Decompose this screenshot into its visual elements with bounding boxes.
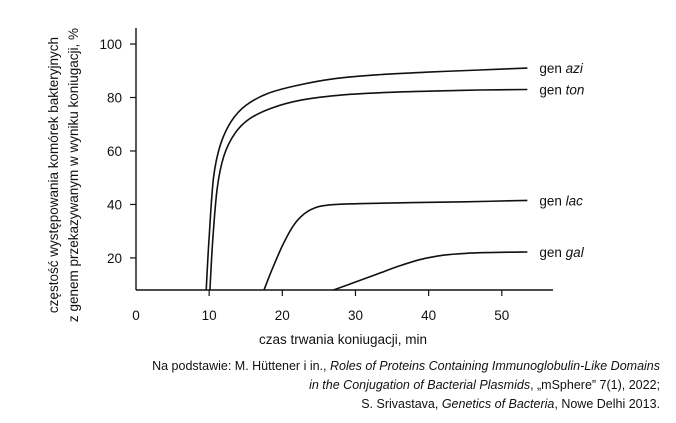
source-line-1: Na podstawie: M. Hüttener i in., Roles o… <box>60 357 660 376</box>
series-label-lac: gen lac <box>539 193 583 208</box>
y-axis-label: częstość występowania komórek bakteryjny… <box>46 28 81 322</box>
source-line-3: S. Srivastava, Genetics of Bacteria, Now… <box>60 395 660 414</box>
axis-ticks: 0 10 20 30 40 50 20 40 60 80 100 <box>99 37 509 323</box>
x-tick-label: 0 <box>132 308 140 323</box>
x-tick-label: 30 <box>348 308 363 323</box>
y-tick-label: 80 <box>107 91 122 106</box>
x-axis-label: czas trwania koniugacji, min <box>259 332 427 347</box>
series-line-gal <box>333 251 528 291</box>
y-tick-label: 60 <box>107 144 122 159</box>
series-line-ton <box>209 88 528 291</box>
y-tick-label: 40 <box>107 197 122 212</box>
source-line-2: in the Conjugation of Bacterial Plasmids… <box>60 376 660 395</box>
y-axis-label-line-1: częstość występowania komórek bakteryjny… <box>46 37 61 313</box>
x-tick-label: 10 <box>202 308 217 323</box>
series-label-azi: gen azi <box>539 61 584 76</box>
y-axis-label-line-2: z genem przekazywanym w wyniku koniugacj… <box>66 28 81 322</box>
y-tick-label: 100 <box>99 37 122 52</box>
series-label-gal: gen gal <box>539 245 584 260</box>
conjugation-chart: częstość występowania komórek bakteryjny… <box>46 28 585 347</box>
x-tick-label: 20 <box>275 308 290 323</box>
source-journal: , „mSphere” 7(1), 2022; <box>530 378 660 392</box>
source-title-1b: in the Conjugation of Bacterial Plasmids <box>309 378 531 392</box>
source-authors-2: S. Srivastava, <box>361 397 442 411</box>
series-line-lac <box>263 199 528 291</box>
x-tick-label: 40 <box>421 308 436 323</box>
source-publisher: , Nowe Delhi 2013. <box>554 397 660 411</box>
series-label-ton: gen ton <box>539 82 584 97</box>
series-line-azi <box>205 67 528 291</box>
source-authors-1: Na podstawie: M. Hüttener i in., <box>152 359 330 373</box>
source-title-2: Genetics of Bacteria <box>441 397 555 411</box>
x-tick-label: 50 <box>494 308 509 323</box>
series-lines: gen azi gen ton gen lac gen gal <box>205 61 585 291</box>
source-title-1a: Roles of Proteins Containing Immunoglobu… <box>329 359 660 373</box>
y-tick-label: 20 <box>107 251 122 266</box>
source-note: Na podstawie: M. Hüttener i in., Roles o… <box>60 357 660 414</box>
